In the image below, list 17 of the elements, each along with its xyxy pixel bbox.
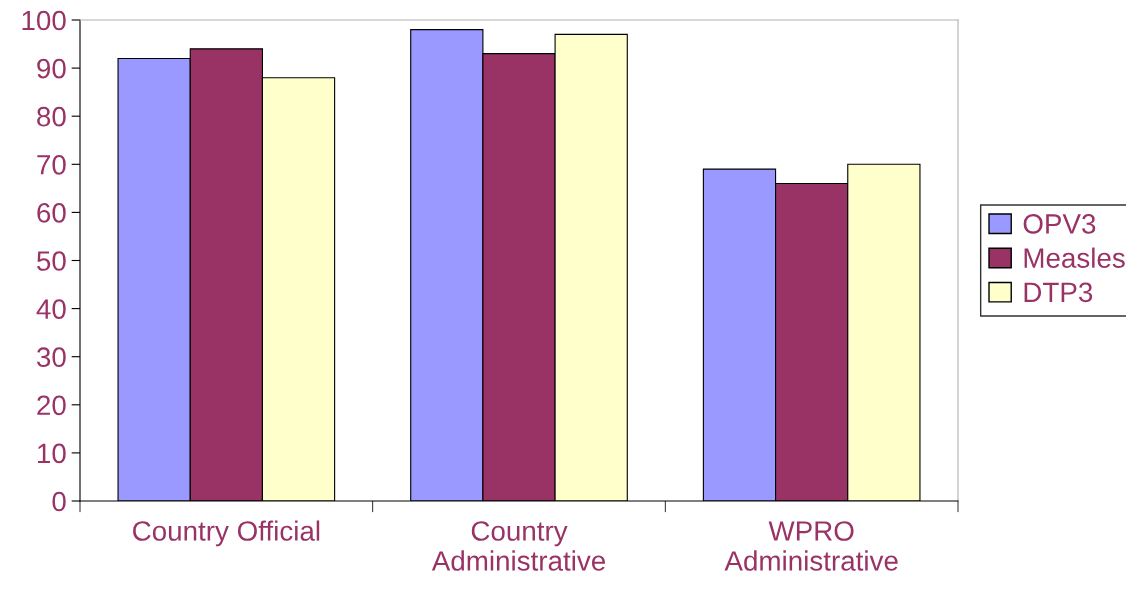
y-tick-label: 0 <box>52 491 66 512</box>
y-tick-label: 40 <box>36 299 66 319</box>
y-tick-label: 10 <box>38 443 66 464</box>
legend-label: OPV3 <box>1023 214 1096 234</box>
y-tick-label: 100 <box>22 10 66 31</box>
x-tick-label: Country Official <box>133 520 320 547</box>
y-tick-label: 30 <box>36 347 66 368</box>
y-tick-label: 20 <box>37 395 66 416</box>
x-tick-label: WPRO Administrative <box>724 521 898 571</box>
y-tick-label: 90 <box>37 58 66 79</box>
x-tick-label: Country Administrative <box>431 521 605 571</box>
y-tick-label: 80 <box>37 106 66 127</box>
y-tick-label: 60 <box>37 203 66 223</box>
y-tick-label: 50 <box>37 251 66 271</box>
legend-label: Measles <box>1024 247 1125 268</box>
y-tick-label: 70 <box>37 154 66 175</box>
legend-label: DTP3 <box>1024 282 1093 303</box>
